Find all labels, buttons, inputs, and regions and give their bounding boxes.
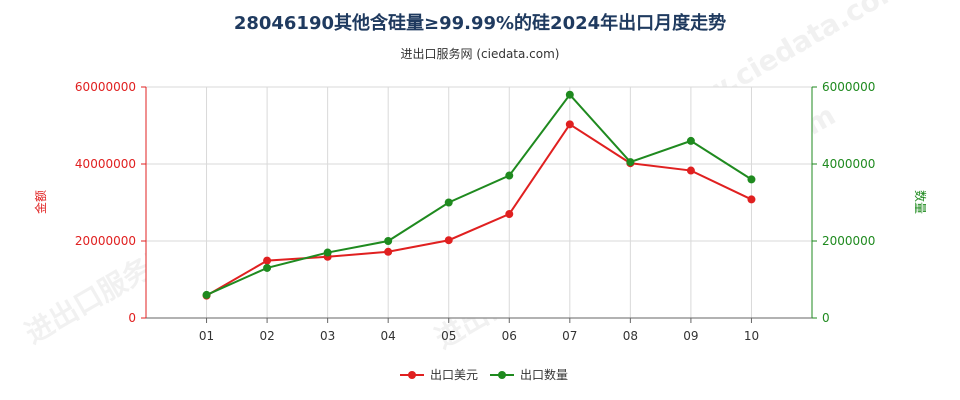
legend-label-1: 出口数量 xyxy=(520,367,568,382)
series-point-1 xyxy=(565,90,574,99)
right-tick-label: 0 xyxy=(822,311,830,325)
left-tick-label: 0 xyxy=(128,311,136,325)
series-point-0 xyxy=(263,256,272,265)
series-point-1 xyxy=(202,290,211,299)
legend-marker-1 xyxy=(498,371,506,379)
series-line-0 xyxy=(206,122,752,297)
series-point-0 xyxy=(565,120,574,129)
right-tick-label: 2000000 xyxy=(822,234,875,248)
left-tick-label: 20000000 xyxy=(75,234,136,248)
legend: 出口美元 出口数量 xyxy=(400,367,568,382)
left-tick-label: 60000000 xyxy=(75,80,136,94)
right-tick-label: 4000000 xyxy=(822,157,875,171)
series-point-0 xyxy=(384,247,393,256)
legend-label-0: 出口美元 xyxy=(430,368,478,382)
series-point-0 xyxy=(444,236,453,245)
x-tick-label: 07 xyxy=(562,329,577,343)
series-point-1 xyxy=(444,198,453,207)
series-line-1 xyxy=(206,93,752,296)
x-tick-label: 08 xyxy=(623,329,638,343)
series-point-1 xyxy=(686,136,695,145)
x-tick-label: 05 xyxy=(441,329,456,343)
series-point-0 xyxy=(505,210,514,219)
left-axis-title: 金额 xyxy=(33,190,48,214)
series-point-0 xyxy=(747,195,756,204)
x-tick-label: 10 xyxy=(744,329,759,343)
legend-marker-0 xyxy=(408,371,416,379)
chart-title: 28046190其他含硅量≥99.99%的硅2024年出口月度走势 xyxy=(234,12,726,34)
right-tick-label: 6000000 xyxy=(822,80,875,94)
x-tick-label: 01 xyxy=(199,329,214,343)
series-point-1 xyxy=(384,237,393,245)
x-tick-label: 06 xyxy=(502,329,517,343)
plot-area: 0 20000000 40000000 60000000 0 2000000 4000000… xyxy=(75,80,876,343)
plot-background xyxy=(146,87,812,318)
series-point-0 xyxy=(686,166,695,175)
series-group xyxy=(202,90,756,300)
axes: 0 20000000 40000000 60000000 0 2000000 4000000… xyxy=(75,80,876,343)
x-tick-label: 02 xyxy=(259,329,274,343)
x-tick-label: 03 xyxy=(320,329,335,343)
right-axis-title: 数量 xyxy=(913,190,928,214)
left-tick-label: 40000000 xyxy=(75,157,136,171)
series-point-1 xyxy=(747,175,756,184)
x-tick-label: 09 xyxy=(683,329,698,343)
series-point-1 xyxy=(323,248,332,257)
x-tick-label: 04 xyxy=(381,329,396,343)
series-point-1 xyxy=(505,171,514,180)
series-point-1 xyxy=(263,263,272,272)
series-point-1 xyxy=(626,158,635,167)
chart-subtitle: 进出口服务网 (ciedata.com) xyxy=(401,46,560,61)
